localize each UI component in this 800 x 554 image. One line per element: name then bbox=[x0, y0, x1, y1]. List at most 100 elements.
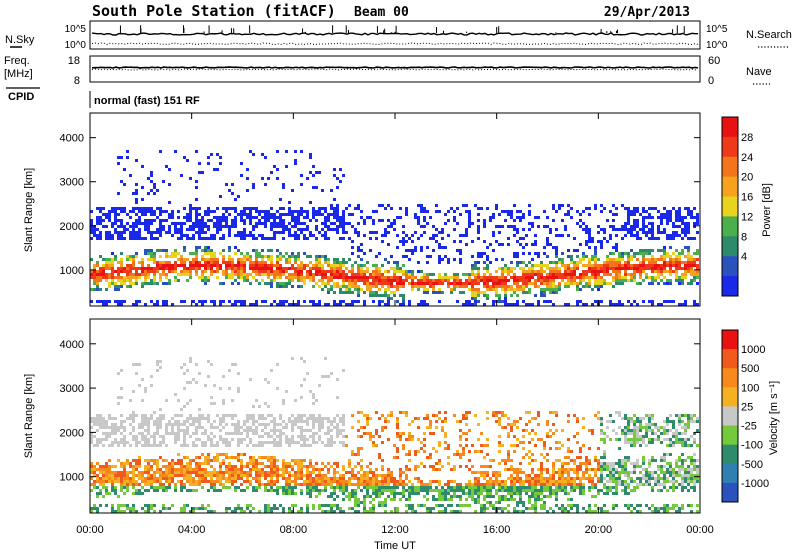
heatmap-cell bbox=[204, 258, 207, 261]
heatmap-cell bbox=[231, 222, 234, 225]
heatmap-cell bbox=[267, 267, 270, 270]
heatmap-cell bbox=[114, 423, 117, 426]
heatmap-cell bbox=[672, 234, 675, 237]
heatmap-cell bbox=[585, 276, 588, 279]
heatmap-cell bbox=[246, 279, 249, 282]
heatmap-cell bbox=[327, 432, 330, 435]
heatmap-cell bbox=[162, 264, 165, 267]
heatmap-cell bbox=[210, 432, 213, 435]
heatmap-cell bbox=[237, 432, 240, 435]
heatmap-cell bbox=[309, 300, 312, 303]
heatmap-cell bbox=[408, 300, 411, 303]
heatmap-cell bbox=[111, 258, 114, 261]
heatmap-cell bbox=[249, 462, 252, 465]
heatmap-cell bbox=[324, 276, 327, 279]
heatmap-cell bbox=[138, 423, 141, 426]
heatmap-cell bbox=[693, 207, 696, 210]
heatmap-cell bbox=[552, 285, 555, 288]
heatmap-cell bbox=[222, 399, 225, 402]
heatmap-cell bbox=[279, 231, 282, 234]
heatmap-cell bbox=[684, 246, 687, 249]
heatmap-cell bbox=[189, 360, 192, 363]
heatmap-cell bbox=[306, 225, 309, 228]
nsearch-label: N.Search bbox=[746, 29, 792, 41]
heatmap-cell bbox=[141, 432, 144, 435]
heatmap-cell bbox=[279, 207, 282, 210]
heatmap-cell bbox=[114, 282, 117, 285]
heatmap-cell bbox=[315, 186, 318, 189]
heatmap-cell bbox=[342, 435, 345, 438]
heatmap-cell bbox=[546, 240, 549, 243]
heatmap-cell bbox=[447, 504, 450, 507]
heatmap-cell bbox=[201, 504, 204, 507]
heatmap-cell bbox=[123, 210, 126, 213]
heatmap-cell bbox=[330, 510, 333, 513]
heatmap-cell bbox=[303, 459, 306, 462]
heatmap-cell bbox=[144, 207, 147, 210]
heatmap-cell bbox=[258, 210, 261, 213]
heatmap-cell bbox=[105, 261, 108, 264]
heatmap-cell bbox=[471, 291, 474, 294]
heatmap-cell bbox=[639, 282, 642, 285]
heatmap-cell bbox=[90, 273, 93, 276]
heatmap-cell bbox=[609, 273, 612, 276]
heatmap-cell bbox=[201, 432, 204, 435]
heatmap-cell bbox=[612, 213, 615, 216]
heatmap-cell bbox=[288, 483, 291, 486]
heatmap-cell bbox=[438, 231, 441, 234]
heatmap-cell bbox=[651, 276, 654, 279]
heatmap-cell bbox=[132, 207, 135, 210]
heatmap-cell bbox=[102, 480, 105, 483]
heatmap-cell bbox=[210, 255, 213, 258]
heatmap-cell bbox=[402, 495, 405, 498]
heatmap-cell bbox=[129, 258, 132, 261]
heatmap-cell bbox=[336, 231, 339, 234]
heatmap-cell bbox=[408, 459, 411, 462]
heatmap-cell bbox=[363, 303, 366, 306]
heatmap-cell bbox=[276, 264, 279, 267]
heatmap-cell bbox=[186, 273, 189, 276]
heatmap-cell bbox=[459, 234, 462, 237]
heatmap-cell bbox=[264, 213, 267, 216]
heatmap-cell bbox=[228, 486, 231, 489]
heatmap-cell bbox=[315, 495, 318, 498]
heatmap-cell bbox=[249, 261, 252, 264]
heatmap-cell bbox=[282, 231, 285, 234]
heatmap-cell bbox=[417, 438, 420, 441]
heatmap-cell bbox=[651, 300, 654, 303]
heatmap-cell bbox=[492, 276, 495, 279]
heatmap-cell bbox=[186, 504, 189, 507]
heatmap-cell bbox=[345, 435, 348, 438]
heatmap-cell bbox=[363, 252, 366, 255]
heatmap-cell bbox=[216, 153, 219, 156]
heatmap-cell bbox=[339, 441, 342, 444]
heatmap-cell bbox=[558, 285, 561, 288]
heatmap-cell bbox=[102, 300, 105, 303]
heatmap-cell bbox=[270, 459, 273, 462]
heatmap-cell bbox=[147, 222, 150, 225]
heatmap-cell bbox=[354, 477, 357, 480]
heatmap-cell bbox=[162, 489, 165, 492]
heatmap-cell bbox=[417, 450, 420, 453]
heatmap-cell bbox=[114, 489, 117, 492]
heatmap-cell bbox=[327, 291, 330, 294]
heatmap-cell bbox=[207, 375, 210, 378]
heatmap-cell bbox=[117, 441, 120, 444]
heatmap-cell bbox=[618, 282, 621, 285]
heatmap-cell bbox=[654, 267, 657, 270]
heatmap-cell bbox=[195, 420, 198, 423]
heatmap-cell bbox=[129, 276, 132, 279]
heatmap-cell bbox=[249, 474, 252, 477]
heatmap-cell bbox=[123, 492, 126, 495]
heatmap-cell bbox=[117, 444, 120, 447]
heatmap-cell bbox=[303, 378, 306, 381]
heatmap-cell bbox=[93, 420, 96, 423]
heatmap-cell bbox=[261, 474, 264, 477]
heatmap-cell bbox=[324, 489, 327, 492]
heatmap-cell bbox=[216, 474, 219, 477]
heatmap-cell bbox=[372, 474, 375, 477]
heatmap-cell bbox=[471, 279, 474, 282]
heatmap-cell bbox=[267, 219, 270, 222]
heatmap-cell bbox=[132, 225, 135, 228]
heatmap-cell bbox=[228, 231, 231, 234]
